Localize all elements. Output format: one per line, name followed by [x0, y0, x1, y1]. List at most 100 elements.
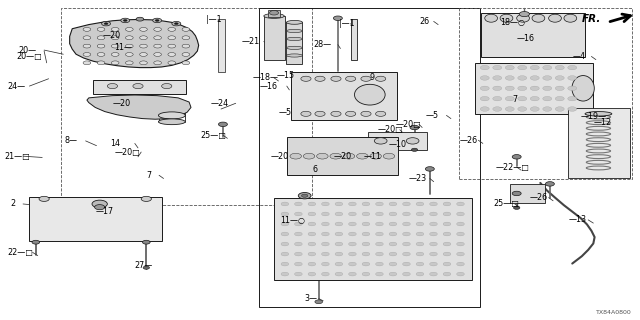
Circle shape	[104, 23, 108, 25]
Circle shape	[480, 65, 489, 70]
Circle shape	[331, 111, 341, 116]
Circle shape	[480, 96, 489, 101]
Circle shape	[281, 212, 289, 216]
Circle shape	[39, 196, 49, 201]
Circle shape	[301, 76, 311, 81]
Circle shape	[83, 28, 91, 31]
Circle shape	[97, 52, 105, 56]
Circle shape	[429, 212, 437, 216]
Circle shape	[349, 202, 356, 206]
Circle shape	[443, 232, 451, 236]
Ellipse shape	[264, 13, 284, 18]
Circle shape	[416, 272, 424, 276]
Circle shape	[335, 202, 343, 206]
Text: 20—: 20—	[19, 45, 36, 55]
Circle shape	[362, 222, 370, 226]
Circle shape	[335, 232, 343, 236]
Circle shape	[308, 252, 316, 256]
Circle shape	[568, 65, 577, 70]
Circle shape	[281, 222, 289, 226]
Circle shape	[389, 222, 397, 226]
Circle shape	[443, 222, 451, 226]
Circle shape	[125, 61, 133, 65]
Text: —20□: —20□	[378, 125, 403, 134]
Text: 14: 14	[111, 139, 120, 148]
Circle shape	[543, 86, 552, 91]
Circle shape	[172, 21, 180, 26]
Text: —17: —17	[95, 207, 113, 216]
Circle shape	[303, 153, 315, 159]
Bar	[568, 108, 630, 178]
Text: —24: —24	[210, 99, 228, 108]
Circle shape	[568, 86, 577, 91]
Circle shape	[518, 107, 527, 111]
Bar	[264, 16, 285, 60]
Text: 3—: 3—	[304, 294, 317, 303]
Circle shape	[308, 232, 316, 236]
Circle shape	[301, 194, 308, 197]
Circle shape	[506, 96, 514, 101]
Circle shape	[416, 232, 424, 236]
Ellipse shape	[572, 76, 595, 101]
Circle shape	[556, 107, 564, 111]
Text: —20: —20	[270, 152, 288, 161]
Ellipse shape	[484, 14, 497, 22]
Circle shape	[506, 76, 514, 80]
Circle shape	[443, 242, 451, 246]
Bar	[268, 10, 280, 17]
Ellipse shape	[287, 37, 303, 41]
Circle shape	[168, 52, 175, 56]
Circle shape	[154, 61, 161, 65]
Circle shape	[403, 262, 410, 266]
Circle shape	[125, 36, 133, 40]
Circle shape	[335, 262, 343, 266]
Bar	[291, 72, 397, 120]
Circle shape	[376, 222, 383, 226]
Bar	[481, 13, 585, 57]
Circle shape	[556, 76, 564, 80]
Text: 25—□: 25—□	[200, 131, 226, 140]
Circle shape	[429, 272, 437, 276]
Text: 20—□: 20—□	[17, 52, 42, 61]
Circle shape	[531, 65, 540, 70]
Circle shape	[362, 252, 370, 256]
Bar	[286, 22, 302, 64]
Circle shape	[389, 262, 397, 266]
Circle shape	[362, 212, 370, 216]
Circle shape	[518, 76, 527, 80]
Circle shape	[281, 252, 289, 256]
Circle shape	[443, 202, 451, 206]
Circle shape	[335, 242, 343, 246]
Bar	[61, 8, 312, 204]
Text: —23: —23	[408, 174, 426, 183]
Circle shape	[294, 262, 302, 266]
Circle shape	[121, 18, 130, 23]
Circle shape	[376, 252, 383, 256]
Circle shape	[317, 153, 328, 159]
Text: —22—□: —22—□	[495, 163, 529, 172]
Circle shape	[493, 86, 502, 91]
Circle shape	[362, 232, 370, 236]
Circle shape	[493, 65, 502, 70]
Text: 2: 2	[10, 199, 15, 208]
Circle shape	[182, 52, 189, 56]
Circle shape	[457, 252, 465, 256]
Circle shape	[543, 96, 552, 101]
Circle shape	[83, 52, 91, 56]
Circle shape	[457, 212, 465, 216]
Circle shape	[531, 76, 540, 80]
Circle shape	[182, 61, 189, 65]
Circle shape	[416, 242, 424, 246]
Circle shape	[154, 28, 161, 31]
Circle shape	[443, 252, 451, 256]
Ellipse shape	[516, 14, 529, 22]
Circle shape	[335, 252, 343, 256]
Circle shape	[518, 96, 527, 101]
Circle shape	[125, 28, 133, 31]
Circle shape	[403, 222, 410, 226]
Text: 24—: 24—	[7, 82, 25, 91]
Ellipse shape	[564, 14, 577, 22]
Circle shape	[443, 272, 451, 276]
Circle shape	[543, 76, 552, 80]
Circle shape	[308, 272, 316, 276]
